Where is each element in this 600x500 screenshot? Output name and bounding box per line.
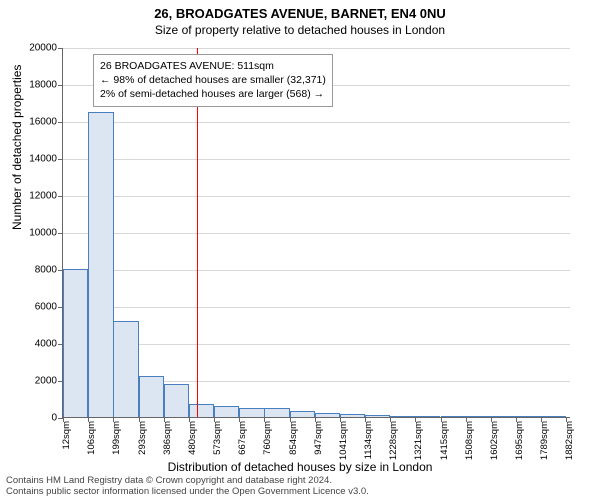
histogram-bar	[365, 415, 390, 417]
histogram-bar	[466, 416, 491, 417]
chart-title: 26, BROADGATES AVENUE, BARNET, EN4 0NU	[0, 6, 600, 21]
xtick-label: 12sqm	[61, 421, 72, 450]
ytick-mark	[58, 159, 63, 160]
histogram-bar	[541, 416, 566, 417]
xtick-label: 1415sqm	[439, 421, 450, 460]
histogram-bar	[491, 416, 516, 417]
histogram-bar	[441, 416, 466, 417]
y-axis-title: Number of detached properties	[10, 65, 24, 230]
ytick-label: 2000	[35, 376, 57, 387]
histogram-bar	[239, 408, 264, 417]
ytick-label: 18000	[29, 80, 57, 91]
gridline	[63, 344, 570, 345]
xtick-label: 1041sqm	[338, 421, 349, 460]
histogram-bar	[315, 413, 340, 417]
ytick-label: 12000	[29, 191, 57, 202]
title-block: 26, BROADGATES AVENUE, BARNET, EN4 0NU S…	[0, 0, 600, 37]
xtick-label: 947sqm	[313, 421, 324, 455]
histogram-bar	[415, 416, 440, 417]
histogram-bar	[264, 408, 289, 417]
ytick-label: 6000	[35, 302, 57, 313]
xtick-label: 386sqm	[162, 421, 173, 455]
histogram-bar	[340, 414, 365, 417]
ytick-mark	[58, 48, 63, 49]
chart-area: 0200040006000800010000120001400016000180…	[62, 48, 570, 418]
ytick-label: 8000	[35, 265, 57, 276]
gridline	[63, 122, 570, 123]
xtick-label: 1695sqm	[514, 421, 525, 460]
xtick-label: 1508sqm	[464, 421, 475, 460]
histogram-bar	[390, 416, 415, 417]
gridline	[63, 48, 570, 49]
xtick-label: 106sqm	[86, 421, 97, 455]
histogram-bar	[516, 416, 541, 417]
annotation-line: ← 98% of detached houses are smaller (32…	[100, 73, 326, 87]
footer-line-2: Contains public sector information licen…	[6, 487, 369, 498]
xtick-label: 1228sqm	[388, 421, 399, 460]
annotation-box: 26 BROADGATES AVENUE: 511sqm← 98% of det…	[93, 54, 333, 107]
gridline	[63, 233, 570, 234]
histogram-bar	[189, 404, 214, 417]
histogram-bar	[88, 112, 113, 417]
gridline	[63, 307, 570, 308]
ytick-label: 20000	[29, 43, 57, 54]
ytick-label: 4000	[35, 339, 57, 350]
xtick-label: 480sqm	[187, 421, 198, 455]
xtick-label: 573sqm	[212, 421, 223, 455]
xtick-label: 199sqm	[111, 421, 122, 455]
histogram-bar	[164, 384, 189, 417]
histogram-bar	[113, 321, 138, 417]
gridline	[63, 196, 570, 197]
gridline	[63, 270, 570, 271]
ytick-label: 0	[51, 413, 57, 424]
x-axis-title: Distribution of detached houses by size …	[0, 460, 600, 474]
ytick-label: 10000	[29, 228, 57, 239]
xtick-label: 1789sqm	[539, 421, 550, 460]
histogram-bar	[214, 406, 239, 417]
xtick-label: 293sqm	[137, 421, 148, 455]
footer-attribution: Contains HM Land Registry data © Crown c…	[6, 476, 369, 498]
ytick-label: 16000	[29, 117, 57, 128]
xtick-label: 1882sqm	[564, 421, 575, 460]
xtick-label: 1602sqm	[489, 421, 500, 460]
histogram-bar	[139, 376, 164, 417]
annotation-line: 2% of semi-detached houses are larger (5…	[100, 87, 326, 101]
annotation-line: 26 BROADGATES AVENUE: 511sqm	[100, 59, 326, 73]
ytick-mark	[58, 196, 63, 197]
ytick-mark	[58, 122, 63, 123]
plot-region: 0200040006000800010000120001400016000180…	[62, 48, 570, 418]
xtick-label: 854sqm	[288, 421, 299, 455]
xtick-label: 1321sqm	[413, 421, 424, 460]
ytick-mark	[58, 85, 63, 86]
ytick-label: 14000	[29, 154, 57, 165]
histogram-bar	[290, 411, 315, 417]
histogram-bar	[63, 269, 88, 417]
xtick-label: 1134sqm	[363, 421, 374, 459]
chart-subtitle: Size of property relative to detached ho…	[0, 23, 600, 37]
xtick-label: 667sqm	[237, 421, 248, 455]
gridline	[63, 159, 570, 160]
xtick-label: 760sqm	[262, 421, 273, 455]
ytick-mark	[58, 233, 63, 234]
